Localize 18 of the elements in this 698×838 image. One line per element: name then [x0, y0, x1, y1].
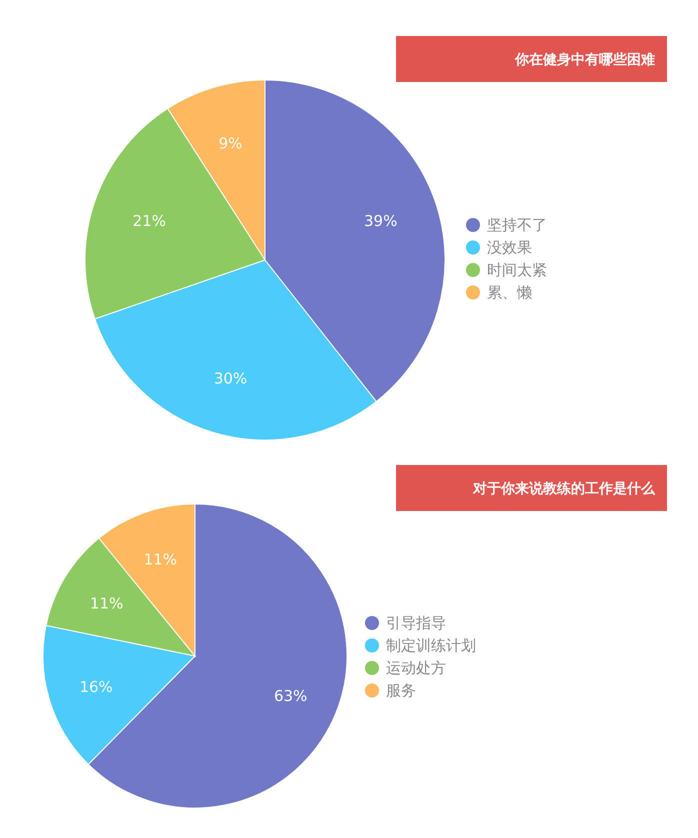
legend-label: 引导指导: [386, 614, 446, 632]
text: 对于你来说教练的工作是什么: [472, 481, 656, 497]
data-label: 63%: [274, 687, 308, 706]
legend-label: 没效果: [487, 238, 532, 256]
legend-label: 制定训练计划: [386, 636, 476, 654]
data-label: 11%: [90, 594, 124, 612]
legend-label: 坚持不了: [487, 216, 547, 234]
data-label: 39%: [364, 212, 398, 230]
data-label: 11%: [144, 550, 177, 569]
legend-label: 运动处方: [386, 659, 446, 677]
data-label: 16%: [79, 678, 113, 696]
legend-label: 服务: [386, 682, 416, 700]
legend-label: 时间太紧: [487, 261, 547, 279]
legend-label: 累、懒: [487, 284, 532, 302]
data-label: 9%: [218, 134, 242, 153]
text: 你在健身中有哪些困难: [514, 52, 655, 68]
data-label: 30%: [214, 369, 248, 388]
data-label: 21%: [132, 212, 166, 230]
